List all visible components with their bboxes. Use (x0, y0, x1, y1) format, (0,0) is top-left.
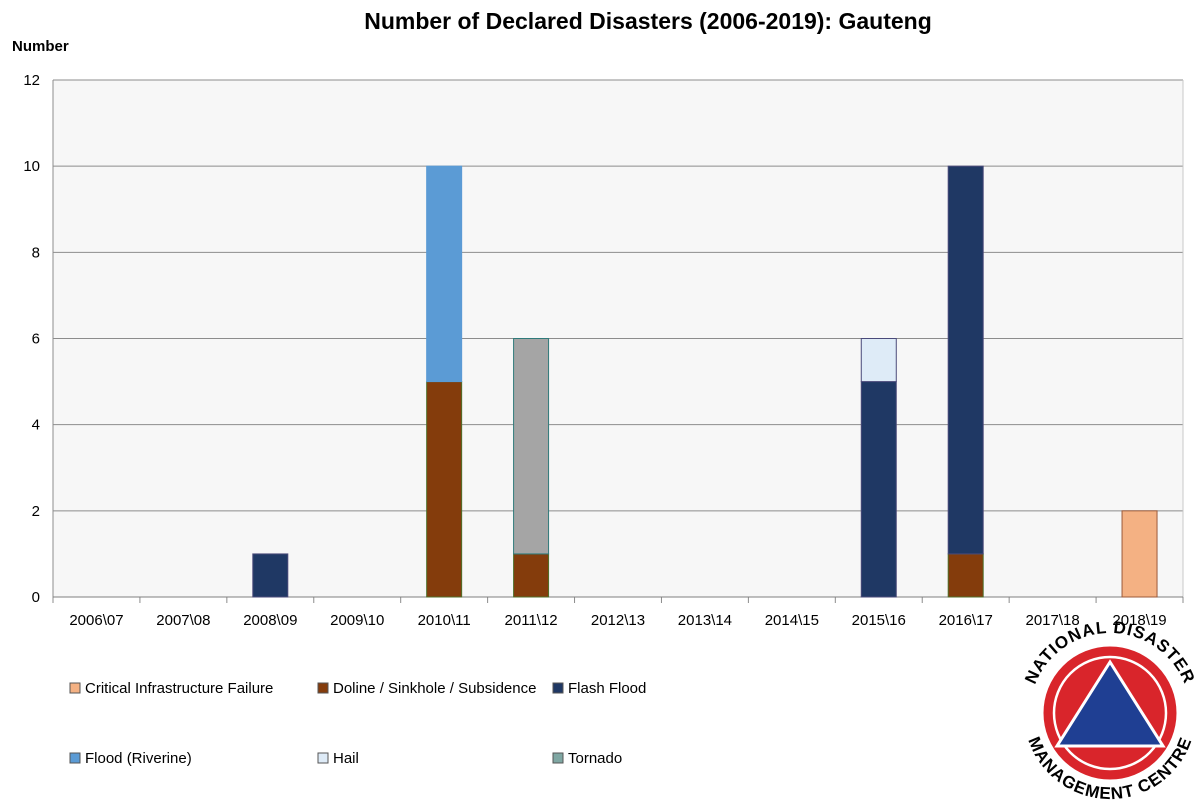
legend-swatch (552, 682, 564, 694)
bar-segment (947, 165, 984, 555)
legend-label: Flood (Riverine) (85, 750, 192, 767)
y-tick-label: 4 (32, 417, 40, 434)
bars (252, 165, 1158, 598)
chart-title: Number of Declared Disasters (2006-2019)… (364, 8, 932, 34)
logo-triangle-icon (1054, 659, 1166, 748)
bar-segment (426, 381, 463, 598)
legend-label: Doline / Sinkhole / Subsidence (333, 680, 536, 697)
bar-segment (860, 381, 897, 598)
bar-segment (513, 338, 550, 555)
x-tick-label: 2012\13 (591, 612, 645, 629)
x-tick-label: 2006\07 (69, 612, 123, 629)
legend-item: Doline / Sinkhole / Subsidence (317, 680, 536, 697)
bar-segment (252, 553, 289, 598)
y-tick-label: 6 (32, 331, 40, 348)
x-tick-label: 2008\09 (243, 612, 297, 629)
ndmc-logo: NATIONAL DISASTER MANAGEMENT CENTRE (1021, 618, 1198, 802)
x-tick-label: 2009\10 (330, 612, 384, 629)
bar-segment (860, 338, 897, 383)
legend: Critical Infrastructure Failure Doline / … (69, 680, 646, 767)
x-tick-label: 2017\18 (1025, 612, 1079, 629)
logo-inner-ring-icon (1052, 655, 1168, 771)
legend-label: Hail (333, 750, 359, 767)
x-tick-label: 2010\11 (418, 612, 471, 629)
legend-swatch (317, 682, 329, 694)
legend-label: Critical Infrastructure Failure (85, 680, 273, 697)
x-tick-label: 2011\12 (505, 612, 558, 629)
legend-item: Tornado (552, 750, 622, 767)
legend-item: Flood (Riverine) (69, 750, 192, 767)
y-tick-label: 10 (23, 158, 40, 175)
x-tick-label: 2015\16 (852, 612, 906, 629)
x-tick-label: 2016\17 (939, 612, 993, 629)
y-tick-labels: 0 2 4 6 8 10 12 (23, 72, 40, 606)
legend-item: Hail (317, 750, 359, 767)
legend-item: Critical Infrastructure Failure (69, 680, 273, 697)
x-tick-label: 2018\19 (1112, 612, 1166, 629)
y-tick-label: 2 (32, 503, 40, 520)
legend-swatch (69, 682, 81, 694)
legend-swatch (552, 752, 564, 764)
bar-segment (513, 553, 550, 598)
y-tick-label: 12 (23, 72, 40, 89)
legend-item: Flash Flood (552, 680, 646, 697)
bar-segment (947, 553, 984, 598)
legend-swatch (317, 752, 329, 764)
y-axis-label: Number (12, 38, 69, 55)
x-tick-label: 2007\08 (156, 612, 210, 629)
bar-segment (1121, 510, 1158, 598)
legend-label: Tornado (568, 750, 622, 767)
bar-segment (426, 165, 463, 383)
y-tick-label: 0 (32, 589, 40, 606)
x-tick-labels: 2006\07 2007\08 2008\09 2009\10 2010\11 2011\… (69, 612, 1166, 629)
y-tick-label: 8 (32, 244, 40, 261)
legend-swatch (69, 752, 81, 764)
x-tick-label: 2013\14 (678, 612, 732, 629)
legend-label: Flash Flood (568, 680, 646, 697)
grid-lines (52, 79, 1184, 603)
x-tick-label: 2014\15 (765, 612, 819, 629)
